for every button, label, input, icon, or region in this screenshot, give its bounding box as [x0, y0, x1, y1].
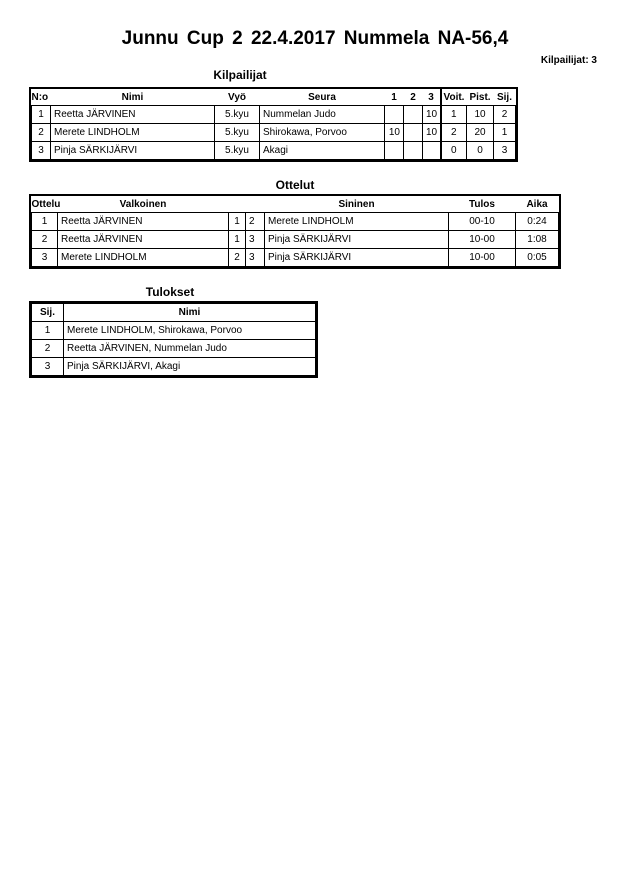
- cell-rank: 1: [493, 123, 516, 142]
- cell-white-no: 2: [228, 248, 246, 267]
- cell-match-3: 10: [422, 123, 441, 142]
- header-rank: Sij.: [31, 303, 64, 322]
- cell-wins: 2: [439, 123, 467, 142]
- cell-white-no: 1: [228, 230, 246, 249]
- header-belt: Vyö: [228, 91, 246, 103]
- header-club: Seura: [308, 91, 336, 103]
- cell-result: 10-00: [448, 248, 516, 267]
- table-row: 3 Pinja SÄRKIJÄRVI, Akagi: [31, 357, 316, 376]
- cell-points: 0: [466, 141, 494, 160]
- cell-wins: 0: [439, 141, 467, 160]
- cell-result: 00-10: [448, 212, 516, 231]
- cell-rank: 3: [493, 141, 516, 160]
- cell-match-3: [422, 141, 441, 160]
- cell-no: 3: [31, 141, 51, 160]
- cell-name: Merete LINDHOLM: [50, 123, 215, 142]
- cell-match-1: 10: [384, 123, 404, 142]
- header-1: 1: [391, 91, 397, 103]
- cell-time: 0:05: [515, 248, 559, 267]
- cell-time: 1:08: [515, 230, 559, 249]
- cell-match-2: [403, 105, 423, 124]
- header-no: N:o: [31, 91, 49, 103]
- results-table: Sij. Nimi 1 Merete LINDHOLM, Shirokawa, P…: [29, 301, 318, 378]
- header-name: Nimi: [63, 303, 316, 322]
- competitors-table: N:o Nimi Vyö Seura 1 2 3 Voit. Pist. Sij…: [29, 87, 518, 162]
- cell-match-1: [384, 105, 404, 124]
- header-white: Valkoinen: [119, 198, 167, 210]
- cell-time: 0:24: [515, 212, 559, 231]
- header-3: 3: [428, 91, 434, 103]
- cell-blue-no: 3: [245, 248, 265, 267]
- cell-points: 20: [466, 123, 494, 142]
- table-row: 1 Reetta JÄRVINEN 5.kyu Nummelan Judo 10 1 10 2: [31, 105, 516, 124]
- cell-no: 1: [31, 105, 51, 124]
- cell-match-2: [403, 141, 423, 160]
- cell-no: 2: [31, 123, 51, 142]
- header-row: Sij. Nimi: [31, 303, 316, 322]
- cell-rank: 1: [31, 321, 64, 340]
- cell-rank: 2: [31, 339, 64, 358]
- cell-name: Pinja SÄRKIJÄRVI, Akagi: [63, 357, 316, 376]
- cell-match: 3: [31, 248, 58, 267]
- header-rank: Sij.: [496, 91, 512, 103]
- cell-rank: 3: [31, 357, 64, 376]
- cell-club: Shirokawa, Porvoo: [259, 123, 385, 142]
- cell-white: Merete LINDHOLM: [57, 248, 229, 267]
- cell-club: Nummelan Judo: [259, 105, 385, 124]
- header-name: Nimi: [121, 91, 144, 103]
- competitor-count: Kilpailijat: 3: [540, 55, 597, 66]
- cell-white: Reetta JÄRVINEN: [57, 230, 229, 249]
- cell-white: Reetta JÄRVINEN: [57, 212, 229, 231]
- cell-belt: 5.kyu: [214, 141, 260, 160]
- cell-name: Reetta JÄRVINEN, Nummelan Judo: [63, 339, 316, 358]
- cell-blue: Pinja SÄRKIJÄRVI: [264, 230, 449, 249]
- header-points: Pist.: [469, 91, 491, 103]
- cell-name: Reetta JÄRVINEN: [50, 105, 215, 124]
- cell-rank: 2: [493, 105, 516, 124]
- page-title: Junnu Cup 2 22.4.2017 Nummela NA-56,4: [121, 28, 509, 49]
- cell-match-3: 10: [422, 105, 441, 124]
- cell-wins: 1: [439, 105, 467, 124]
- cell-blue-no: 2: [245, 212, 265, 231]
- table-row: 1 Reetta JÄRVINEN 1 2 Merete LINDHOLM 00-10 0:…: [31, 212, 559, 231]
- cell-blue-no: 3: [245, 230, 265, 249]
- cell-points: 10: [466, 105, 494, 124]
- table-row: 1 Merete LINDHOLM, Shirokawa, Porvoo: [31, 321, 316, 340]
- table-row: 3 Merete LINDHOLM 2 3 Pinja SÄRKIJÄRVI 10-00 0…: [31, 248, 559, 267]
- cell-belt: 5.kyu: [214, 105, 260, 124]
- header-2: 2: [410, 91, 416, 103]
- cell-match-2: [403, 123, 423, 142]
- header-time: Aika: [526, 198, 548, 210]
- cell-club: Akagi: [259, 141, 385, 160]
- cell-blue: Merete LINDHOLM: [264, 212, 449, 231]
- cell-match: 1: [31, 212, 58, 231]
- results-heading: Tulokset: [145, 285, 195, 299]
- cell-match-1: [384, 141, 404, 160]
- matches-table: Ottelu Valkoinen Sininen Tulos Aika 1 Ree…: [29, 194, 561, 269]
- cell-white-no: 1: [228, 212, 246, 231]
- matches-heading: Ottelut: [275, 178, 315, 192]
- header-blue: Sininen: [338, 198, 375, 210]
- cell-belt: 5.kyu: [214, 123, 260, 142]
- header-match: Ottelu: [31, 198, 61, 210]
- table-row: 2 Reetta JÄRVINEN 1 3 Pinja SÄRKIJÄRVI 10-00 1…: [31, 230, 559, 249]
- cell-name: Merete LINDHOLM, Shirokawa, Porvoo: [63, 321, 316, 340]
- header-wins: Voit.: [439, 89, 467, 106]
- table-row: 2 Reetta JÄRVINEN, Nummelan Judo: [31, 339, 316, 358]
- cell-result: 10-00: [448, 230, 516, 249]
- table-row: 2 Merete LINDHOLM 5.kyu Shirokawa, Porvoo 10…: [31, 123, 516, 142]
- table-row: 3 Pinja SÄRKIJÄRVI 5.kyu Akagi 0 0 3: [31, 141, 516, 160]
- cell-blue: Pinja SÄRKIJÄRVI: [264, 248, 449, 267]
- cell-match: 2: [31, 230, 58, 249]
- header-row: Ottelu Valkoinen Sininen Tulos Aika: [31, 196, 559, 213]
- header-row: N:o Nimi Vyö Seura 1 2 3 Voit. Pist. Sij…: [31, 89, 516, 106]
- header-result: Tulos: [469, 198, 495, 210]
- competitors-heading: Kilpailijat: [213, 68, 267, 82]
- cell-name: Pinja SÄRKIJÄRVI: [50, 141, 215, 160]
